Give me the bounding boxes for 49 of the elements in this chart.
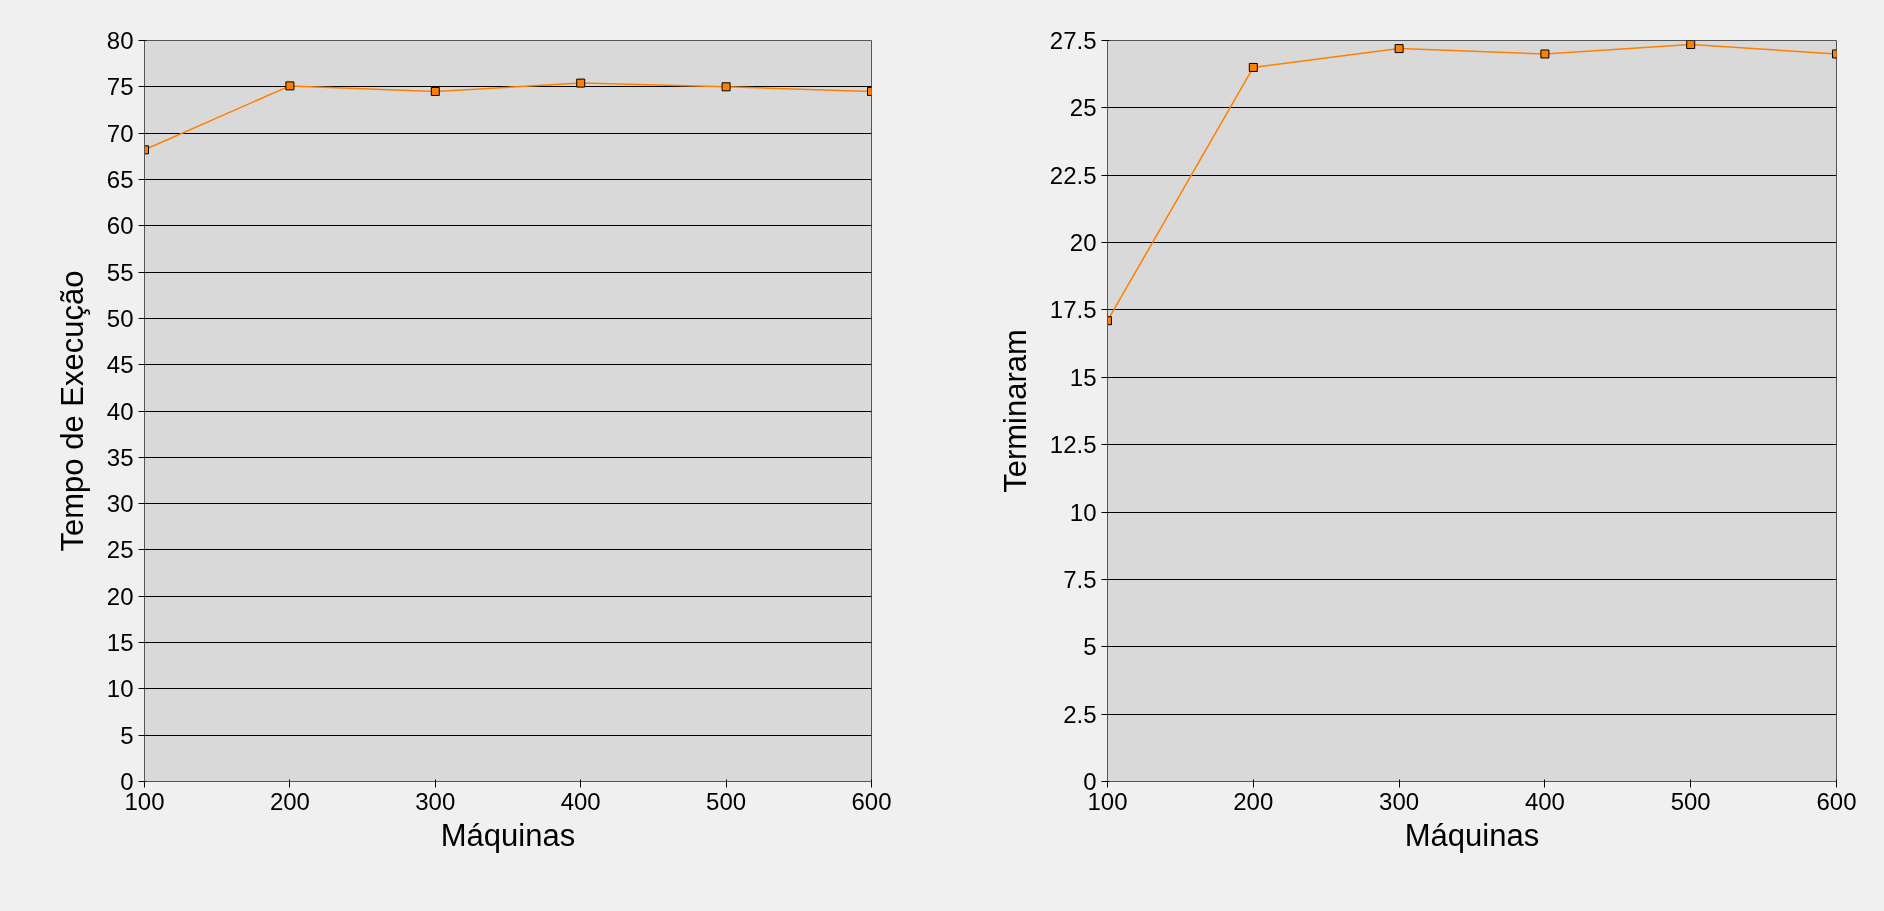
- point: [285, 81, 295, 91]
- y-tick-label: 50: [106, 304, 134, 332]
- y-tick-label: 2.5: [1063, 700, 1097, 728]
- y-axis-title: Terminaram: [997, 329, 1033, 493]
- x-axis-title: Máquinas: [1404, 817, 1540, 853]
- y-tick-label: 10: [1069, 498, 1097, 526]
- point: [1394, 44, 1404, 54]
- y-tick-label: 15: [1069, 363, 1097, 391]
- y-tick-label: 35: [106, 443, 134, 471]
- y-tick-label: 65: [106, 165, 134, 193]
- y-tick-label: 5: [120, 721, 134, 749]
- y-tick-label: 55: [106, 258, 134, 286]
- x-axis-title: Máquinas: [440, 817, 576, 853]
- y-tick-label: 40: [106, 397, 134, 425]
- x-tick-label: 600: [1816, 787, 1857, 815]
- x-tick-label: 300: [1379, 787, 1420, 815]
- point: [1686, 40, 1696, 50]
- y-tick-label: 70: [106, 119, 134, 147]
- y-tick-label: 25: [1069, 94, 1097, 122]
- x-tick-label: 500: [706, 787, 747, 815]
- y-tick-label: 17.5: [1049, 296, 1097, 324]
- y-tick-label: 12.5: [1049, 431, 1097, 459]
- y-tick-label: 22.5: [1049, 161, 1097, 189]
- y-tick-label: 7.5: [1063, 565, 1097, 593]
- x-tick-label: 600: [851, 787, 892, 815]
- y-axis-title: Tempo de Execução: [54, 270, 90, 552]
- y-tick-label: 27.5: [1049, 27, 1097, 54]
- point: [576, 78, 586, 88]
- x-tick-label: 200: [269, 787, 310, 815]
- y-tick-label: 20: [106, 582, 134, 610]
- y-tick-label: 15: [106, 629, 134, 657]
- point: [1540, 49, 1550, 59]
- y-tick-label: 30: [106, 490, 134, 518]
- x-tick-label: 400: [560, 787, 601, 815]
- y-tick-label: 10: [106, 675, 134, 703]
- point: [1248, 62, 1258, 72]
- x-tick-label: 300: [415, 787, 456, 815]
- y-tick-label: 60: [106, 212, 134, 240]
- x-tick-label: 400: [1524, 787, 1565, 815]
- y-tick-label: 80: [106, 27, 134, 54]
- y-tick-label: 45: [106, 351, 134, 379]
- y-tick-label: 5: [1083, 633, 1097, 661]
- y-tick-label: 20: [1069, 229, 1097, 257]
- point: [430, 86, 440, 96]
- x-tick-label: 200: [1233, 787, 1274, 815]
- y-tick-label: 25: [106, 536, 134, 564]
- y-tick-label: 75: [106, 73, 134, 101]
- x-tick-label: 500: [1670, 787, 1711, 815]
- point: [721, 82, 731, 92]
